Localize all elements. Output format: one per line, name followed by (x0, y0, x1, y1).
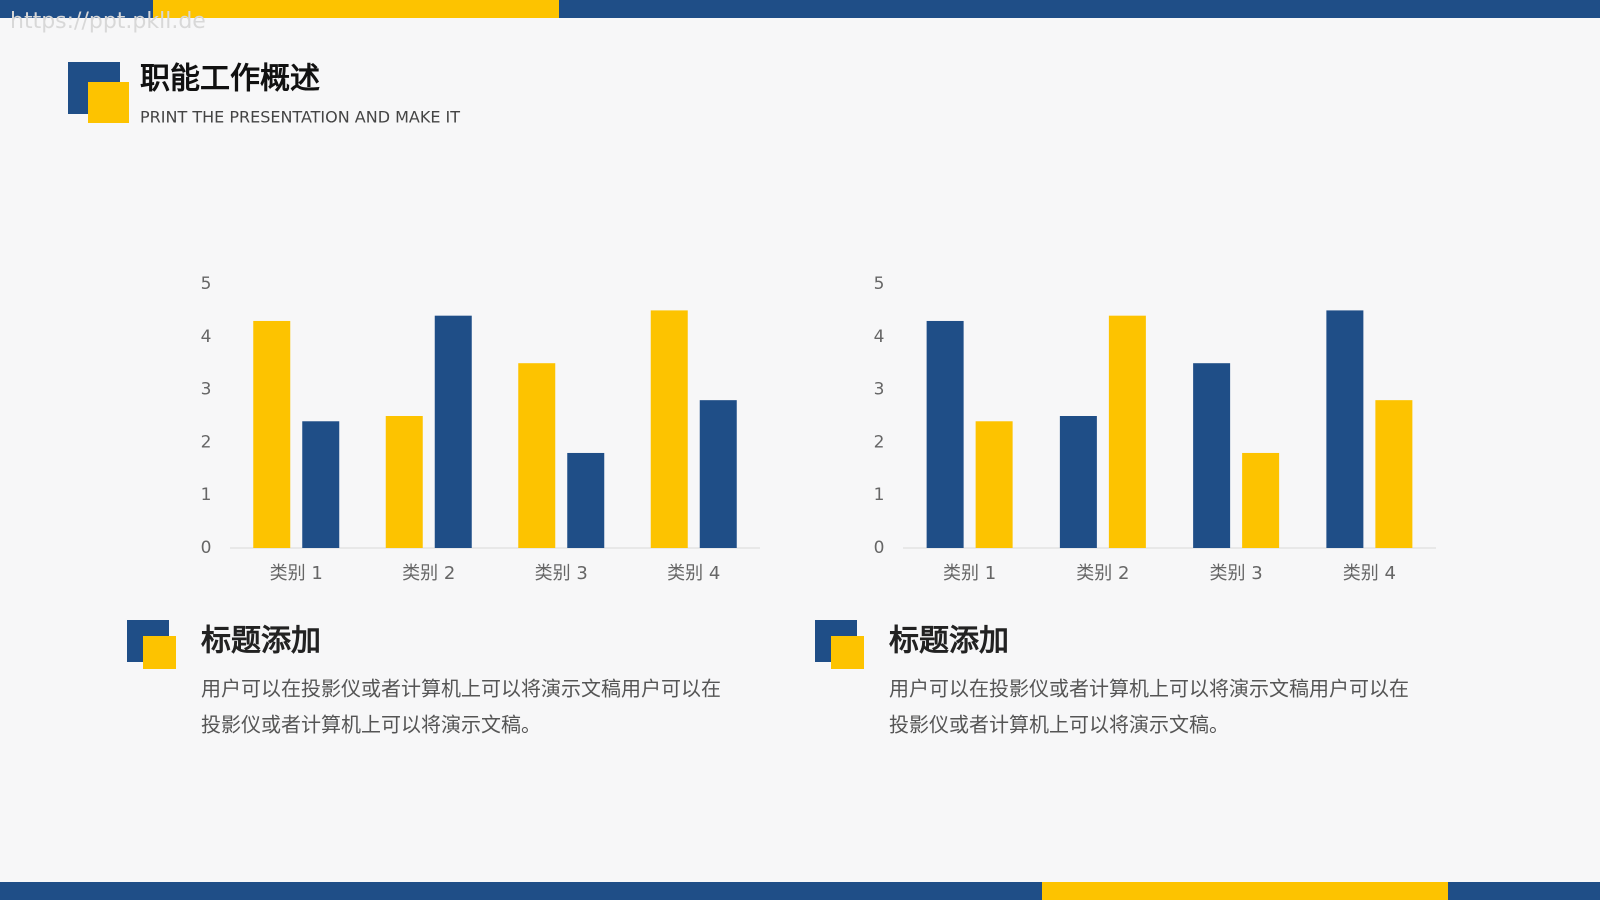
y-tick-label: 2 (874, 432, 885, 452)
bar (1059, 416, 1097, 548)
x-tick-label: 类别 4 (1343, 563, 1396, 584)
bar (926, 320, 964, 548)
block-heading: 标题添加 (889, 624, 1009, 659)
bar (253, 320, 291, 548)
block-body: 投影仪或者计算机上可以将演示文稿。 (889, 713, 1229, 737)
bar (302, 421, 340, 548)
x-tick-label: 类别 3 (535, 563, 588, 584)
y-tick-label: 2 (201, 432, 212, 452)
bar (567, 452, 605, 548)
bar (1242, 452, 1280, 548)
block-icon-accent (143, 636, 176, 669)
top-band-accent (153, 0, 559, 18)
bar (385, 416, 423, 548)
header-icon-accent (88, 82, 129, 123)
y-tick-label: 0 (201, 538, 212, 558)
bar (518, 363, 556, 548)
block-heading: 标题添加 (201, 624, 321, 659)
x-tick-label: 类别 1 (270, 563, 323, 584)
y-tick-label: 3 (201, 380, 212, 400)
bottom-band-accent (1042, 882, 1448, 900)
x-tick-label: 类别 3 (1210, 563, 1263, 584)
y-tick-label: 5 (201, 274, 212, 294)
bar (1193, 363, 1231, 548)
y-tick-label: 3 (874, 380, 885, 400)
bar (1375, 400, 1413, 548)
y-tick-label: 1 (874, 485, 885, 505)
bar (650, 310, 688, 548)
page-subtitle: PRINT THE PRESENTATION AND MAKE IT (140, 108, 460, 127)
x-tick-label: 类别 2 (402, 563, 455, 584)
y-tick-label: 0 (874, 538, 885, 558)
y-tick-label: 5 (874, 274, 885, 294)
bar (975, 421, 1013, 548)
block-body: 用户可以在投影仪或者计算机上可以将演示文稿用户可以在 (201, 677, 721, 701)
bar (1108, 315, 1146, 548)
x-tick-label: 类别 2 (1076, 563, 1129, 584)
y-tick-label: 4 (201, 327, 212, 347)
watermark: https://ppt.pkll.de (10, 9, 206, 34)
block-body: 用户可以在投影仪或者计算机上可以将演示文稿用户可以在 (889, 677, 1409, 701)
bar (434, 315, 472, 548)
block-body: 投影仪或者计算机上可以将演示文稿。 (201, 713, 541, 737)
bar (1326, 310, 1364, 548)
page-title: 职能工作概述 (140, 62, 320, 97)
x-tick-label: 类别 1 (943, 563, 996, 584)
block-icon-accent (831, 636, 864, 669)
bar (699, 400, 737, 548)
x-tick-label: 类别 4 (667, 563, 720, 584)
y-tick-label: 1 (201, 485, 212, 505)
y-tick-label: 4 (874, 327, 885, 347)
